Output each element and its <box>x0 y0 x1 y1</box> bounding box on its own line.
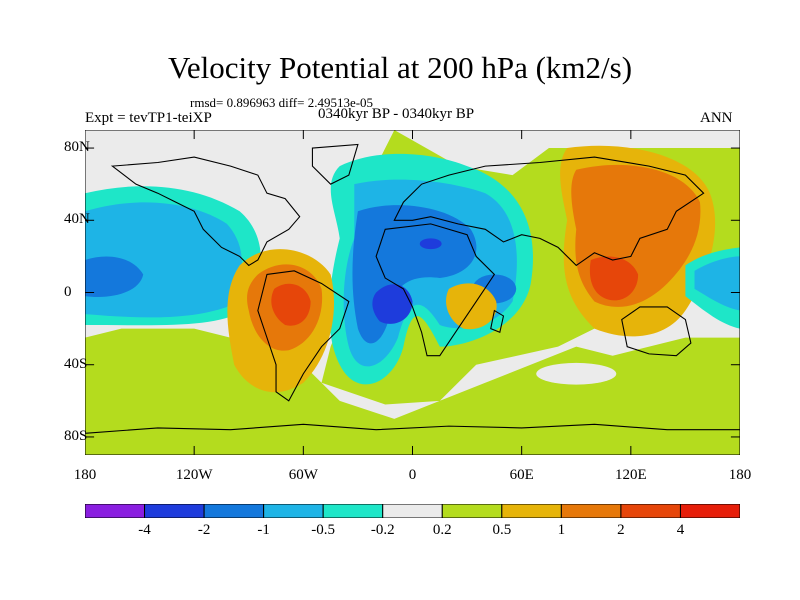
colorbar-swatch <box>263 504 324 518</box>
contour-near-zero <box>85 130 395 176</box>
colorbar-swatch <box>203 504 265 518</box>
longitude-tick-label: 0 <box>408 467 417 483</box>
latitude-tick-label: 0 <box>64 283 72 300</box>
coastline-greenland <box>311 143 359 185</box>
season-label: ANN <box>700 110 733 126</box>
longitude-tick-label: 180 <box>728 467 752 483</box>
longitude-tick-label: 180 <box>73 467 97 483</box>
colorbar-swatch <box>560 504 622 518</box>
colorbar-label: 1 <box>557 522 566 538</box>
coastlines <box>85 143 740 434</box>
latitude-tick-label: 40S <box>64 355 88 372</box>
longitude-tick-label: 120W <box>175 467 213 483</box>
plot-title: Velocity Potential at 200 hPa (km2/s) <box>167 50 633 85</box>
contour-2-to-4 <box>271 283 311 326</box>
contour-fill-layer <box>85 130 740 455</box>
contour-minus-2 <box>419 238 442 250</box>
experiment-label: Expt = tevTP1-teiXP <box>85 110 212 126</box>
coastline-south-america <box>257 270 350 402</box>
latitude-tick-label: 40N <box>64 211 90 228</box>
coastline-north-america <box>110 156 301 267</box>
colorbar-swatch <box>679 504 740 518</box>
colorbar-label: 0.2 <box>432 522 452 538</box>
longitude-tick-label: 60W <box>288 467 318 483</box>
coastline-madagascar <box>490 309 505 333</box>
contour-minus-0-5 <box>694 256 740 311</box>
coastline-eurasia <box>393 156 705 267</box>
colorbar-label: -0.5 <box>311 522 336 538</box>
longitude-tick-label: 60E <box>509 467 534 483</box>
longitude-tick-label: 120E <box>614 467 647 483</box>
coastline-antarctica <box>85 423 740 434</box>
stats-label: rmsd= 0.896963 diff= 2.49513e-05 <box>190 95 374 110</box>
colorbar-label: -1 <box>257 522 270 538</box>
velocity-potential-map <box>85 130 740 455</box>
latitude-tick-label: 80S <box>64 427 88 444</box>
coastline-australia <box>621 306 692 357</box>
contour-2-to-4 <box>589 256 639 301</box>
colorbar-swatch <box>441 504 503 518</box>
colorbar-swatch <box>144 504 205 518</box>
latitude-tick-label: 80N <box>64 139 90 156</box>
colorbar-swatch <box>620 504 681 518</box>
colorbar-swatch <box>501 504 562 518</box>
colorbar-swatch <box>322 504 384 518</box>
colorbar-label: 0.5 <box>492 522 512 538</box>
colorbar-label: -4 <box>138 522 151 538</box>
contour-near-zero <box>536 362 617 385</box>
contour-minus-1 <box>85 256 144 298</box>
contour-0-5-to-1 <box>446 283 497 330</box>
period-label: 0340kyr BP - 0340kyr BP <box>318 106 475 122</box>
map-ticks <box>85 130 740 455</box>
colorbar-label: 2 <box>617 522 625 538</box>
colorbar-swatch <box>85 504 146 518</box>
colorbar-swatch <box>382 504 443 518</box>
coastline-africa <box>375 223 496 357</box>
colorbar <box>85 504 740 518</box>
colorbar-label: 4 <box>676 522 685 538</box>
colorbar-label: -0.2 <box>370 522 395 538</box>
contour-minus-2 <box>372 284 413 324</box>
colorbar-label: -2 <box>197 522 211 538</box>
